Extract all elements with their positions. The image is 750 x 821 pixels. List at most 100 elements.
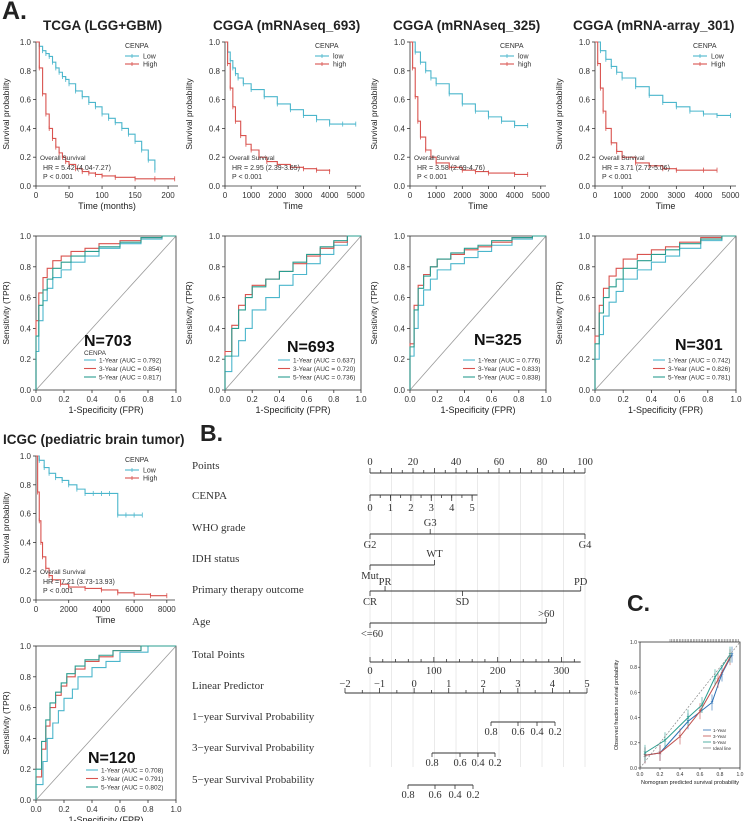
point-marker: ×	[730, 653, 734, 659]
survival-3y-tick-label: 0.2	[488, 758, 501, 769]
linear-predictor-tick-label: 4	[550, 679, 556, 690]
point-marker: ×	[713, 675, 717, 681]
nomogram-row-label: Linear Predictor	[192, 680, 264, 692]
y-tick-label: 0.8	[20, 263, 32, 272]
hr-label: HR = 3.71 (2.72-5.06)	[602, 165, 670, 172]
p-value: P < 0.001	[417, 174, 447, 181]
x-tick-label: 0.2	[618, 395, 630, 404]
legend-title: CENPA	[315, 43, 339, 50]
diagonal-line	[224, 235, 362, 391]
x-axis-label: Time	[96, 615, 116, 625]
idh-wt-label: WT	[426, 549, 443, 560]
x-tick-label: 1.0	[730, 395, 742, 404]
os-label: Overall Survival	[40, 569, 86, 576]
y-tick-label: 0.0	[20, 386, 32, 395]
y-tick-label: 0.4	[579, 124, 591, 133]
diagonal-line	[35, 645, 177, 801]
point-marker: ×	[678, 735, 682, 741]
x-tick-label: 0.6	[301, 395, 313, 404]
legend-label: high	[333, 62, 346, 69]
y-tick-label: 0.2	[394, 153, 406, 162]
cenpa-tick-label: 1	[388, 503, 393, 514]
y-axis-label: Sensitivity (TPR)	[1, 691, 11, 754]
point-marker: ×	[716, 678, 720, 684]
y-tick-label: 0.6	[20, 294, 32, 303]
x-tick-label: 0.6	[674, 395, 686, 404]
nomogram-row-label: Total Points	[192, 649, 245, 661]
point-marker: ×	[658, 751, 662, 757]
survival-1y-tick-label: 0.2	[548, 727, 561, 738]
n-label: N=325	[474, 332, 522, 349]
p-value: P < 0.001	[43, 588, 73, 595]
y-tick-label: 0.2	[209, 153, 221, 162]
y-tick-label: 0.2	[20, 153, 32, 162]
legend-label: high	[518, 62, 531, 69]
x-tick-label: 0.4	[646, 395, 658, 404]
y-tick-label: 0.0	[209, 386, 221, 395]
roc-curve-1y	[224, 235, 361, 390]
x-tick-label: 0.0	[637, 772, 644, 778]
x-tick-label: 0	[34, 191, 39, 200]
point-marker: ×	[700, 703, 704, 709]
p-value: P < 0.001	[43, 174, 73, 181]
title-cgga-301: CGGA (mRNA-array_301)	[573, 18, 735, 33]
y-tick-label: 0.4	[20, 734, 32, 743]
x-tick-label: 4000	[506, 191, 524, 200]
y-tick-label: 0.8	[630, 665, 637, 671]
legend-label: low	[518, 54, 529, 61]
y-tick-label: 0.2	[20, 355, 32, 364]
linear-predictor-tick-label: 5	[584, 679, 589, 690]
x-axis-label: 1-Specificity (FPR)	[68, 815, 143, 821]
nomogram-row-label: CENPA	[192, 490, 227, 502]
n-label: N=693	[287, 339, 335, 356]
nomogram-row-label: Age	[192, 616, 210, 628]
legend-label: High	[143, 476, 158, 483]
diagonal-line	[409, 235, 547, 391]
x-tick-label: 3000	[480, 191, 498, 200]
legend-label: 5-Year (AUC = 0.781)	[668, 375, 730, 382]
legend-label: 5-Year (AUC = 0.838)	[478, 375, 540, 382]
y-tick-label: 0.8	[394, 263, 406, 272]
y-tick-label: 0.6	[209, 294, 221, 303]
x-tick-label: 5000	[347, 191, 365, 200]
y-axis-label: Observed fraction survival probability	[614, 660, 620, 750]
km-plot-cgga-301: 0.0 0.2 0.4 0.6 0.8 1.0 0 1000 2000 3000 4000 5000 T…	[554, 38, 740, 211]
cenpa-tick-label: 3	[429, 503, 434, 514]
x-tick-label: 0.2	[657, 772, 664, 778]
y-tick-label: 0.2	[209, 355, 221, 364]
y-tick-label: 0.6	[20, 96, 32, 105]
roc-curve-3y	[35, 645, 176, 800]
legend-label: 3-Year (AUC = 0.833)	[478, 366, 540, 373]
x-tick-label: 1.0	[737, 772, 744, 778]
legend-label: 5-Year (AUC = 0.802)	[101, 785, 163, 792]
x-tick-label: 6000	[125, 605, 143, 614]
y-tick-label: 0.6	[20, 510, 32, 519]
survival-5y-tick-label: 0.8	[401, 790, 414, 801]
x-tick-label: 1.0	[170, 395, 182, 404]
y-tick-label: 1.0	[209, 232, 221, 241]
panel-letter-c: C.	[627, 590, 650, 616]
y-tick-label: 0.0	[579, 386, 591, 395]
x-tick-label: 3000	[295, 191, 313, 200]
legend-label: 5-Year (AUC = 0.736)	[293, 375, 355, 382]
legend-label: Ideal line	[713, 746, 732, 751]
calib-line-3	[639, 641, 741, 769]
roc-curve-1y	[35, 235, 176, 390]
x-tick-label: 0.0	[219, 395, 231, 404]
legend-label: Low	[143, 468, 157, 475]
km-curve-low	[410, 41, 528, 127]
x-tick-label: 2000	[268, 191, 286, 200]
x-tick-label: 0.8	[142, 805, 154, 814]
nomogram-row-label: WHO grade	[192, 522, 246, 534]
y-tick-label: 0.2	[20, 567, 32, 576]
y-tick-label: 1.0	[630, 640, 637, 646]
x-tick-label: 0	[34, 605, 39, 614]
y-tick-label: 0.0	[20, 182, 32, 191]
x-axis-label: 1-Specificity (FPR)	[628, 405, 703, 415]
x-tick-label: 0.4	[86, 395, 98, 404]
y-axis-label: Survival probability	[369, 78, 379, 150]
diagonal-line	[594, 235, 737, 391]
os-label: Overall Survival	[40, 155, 86, 162]
y-tick-label: 1.0	[579, 38, 591, 47]
x-tick-label: 1000	[427, 191, 445, 200]
